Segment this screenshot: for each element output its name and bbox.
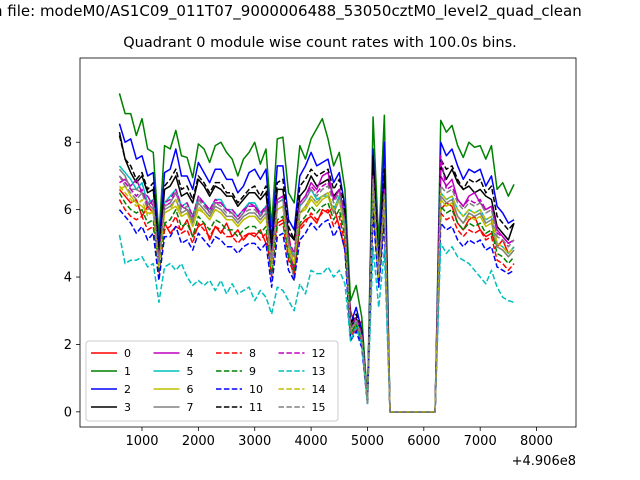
- legend-label-7: 7: [187, 401, 194, 414]
- series-line-14: [118, 185, 515, 413]
- series-line-8: [118, 199, 515, 413]
- x-tick-label: 7000: [464, 434, 497, 449]
- x-tick-label: 3000: [238, 434, 271, 449]
- legend-label-14: 14: [312, 383, 326, 396]
- y-tick-label: 8: [64, 136, 72, 151]
- series-line-3: [118, 131, 515, 413]
- series-line-11: [118, 135, 515, 413]
- legend-label-11: 11: [249, 401, 263, 414]
- figure-suptitle: n file: modeM0/AS1C09_011T07_9000006488_…: [0, 2, 582, 20]
- series-lines: [118, 93, 515, 413]
- plot-frame: [79, 57, 577, 428]
- legend-label-6: 6: [187, 383, 194, 396]
- x-tick-label: 5000: [351, 434, 384, 449]
- x-tick-label: 1000: [125, 434, 158, 449]
- series-line-12: [118, 154, 515, 413]
- y-tick-label: 2: [64, 338, 72, 353]
- y-tick-label: 6: [64, 203, 72, 218]
- legend-box: [85, 340, 339, 422]
- axes: 1000 2000 3000 4000 5000 6000 7000 8000 0 2 4 6 8 +4.…: [64, 57, 577, 469]
- series-line-15: [118, 175, 515, 413]
- legend-label-13: 13: [312, 365, 326, 378]
- legend-label-8: 8: [249, 347, 256, 360]
- legend-label-5: 5: [187, 365, 194, 378]
- legend-label-12: 12: [312, 347, 326, 360]
- series-line-13: [118, 234, 515, 413]
- series-line-9: [118, 192, 515, 413]
- legend-label-2: 2: [124, 383, 131, 396]
- legend-label-0: 0: [124, 347, 131, 360]
- series-line-0: [118, 188, 515, 413]
- legend-label-1: 1: [124, 365, 131, 378]
- x-tick-label: 8000: [520, 434, 553, 449]
- legend-label-10: 10: [249, 383, 263, 396]
- series-line-4: [119, 171, 515, 413]
- legend-label-15: 15: [312, 401, 326, 414]
- x-tick-label: 4000: [295, 434, 328, 449]
- series-line-10: [118, 209, 515, 413]
- series-line-5: [118, 165, 515, 413]
- x-tick-label: 2000: [182, 434, 215, 449]
- legend-label-4: 4: [187, 347, 194, 360]
- y-tick-label: 4: [64, 271, 72, 286]
- y-tick-label: 0: [64, 405, 72, 420]
- x-offset-label: +4.906e8: [512, 454, 576, 469]
- legend-label-3: 3: [124, 401, 131, 414]
- chart-title: Quadrant 0 module wise count rates with …: [123, 35, 517, 51]
- legend-label-9: 9: [249, 365, 256, 378]
- series-line-1: [118, 93, 515, 413]
- x-tick-label: 6000: [407, 434, 440, 449]
- series-line-2: [118, 123, 515, 413]
